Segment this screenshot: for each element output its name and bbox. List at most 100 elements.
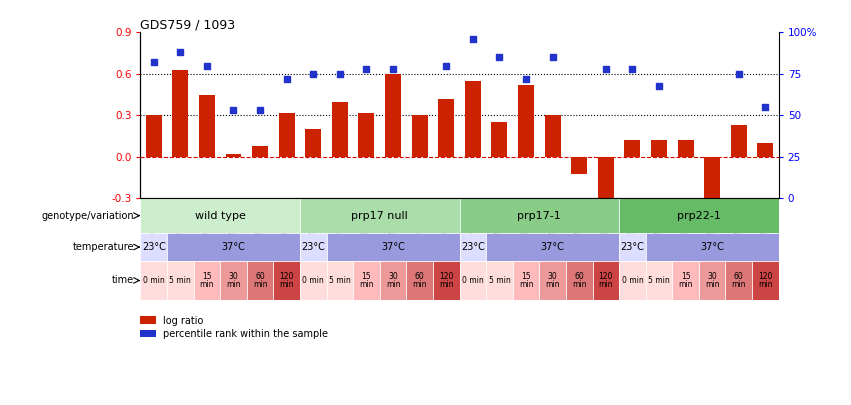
Text: 37°C: 37°C: [700, 242, 724, 252]
Bar: [492, 122, 507, 157]
Text: 60
min: 60 min: [572, 272, 586, 289]
Text: 37°C: 37°C: [540, 242, 564, 252]
Text: prp17-1: prp17-1: [517, 211, 561, 221]
Text: 120
min: 120 min: [758, 272, 773, 289]
Bar: [327, 233, 460, 261]
Text: time: time: [112, 275, 134, 286]
Bar: [300, 198, 460, 233]
Point: [493, 54, 506, 60]
Bar: [199, 95, 214, 157]
Text: temperature: temperature: [72, 242, 134, 252]
Point: [466, 36, 480, 42]
Bar: [597, 157, 614, 205]
Point: [254, 107, 267, 114]
Bar: [725, 261, 752, 300]
Text: 120
min: 120 min: [439, 272, 454, 289]
Text: 120
min: 120 min: [279, 272, 294, 289]
Bar: [172, 70, 188, 157]
Point: [758, 104, 772, 110]
Text: 15
min: 15 min: [359, 272, 374, 289]
Bar: [699, 261, 725, 300]
Point: [545, 54, 559, 60]
Point: [147, 59, 161, 66]
Text: 0 min: 0 min: [621, 276, 643, 285]
Text: wild type: wild type: [195, 211, 246, 221]
Text: 120
min: 120 min: [598, 272, 613, 289]
Bar: [252, 146, 268, 157]
Bar: [407, 261, 433, 300]
Text: 37°C: 37°C: [381, 242, 405, 252]
Bar: [460, 261, 486, 300]
Bar: [518, 85, 534, 157]
Text: 23°C: 23°C: [461, 242, 485, 252]
Text: 0 min: 0 min: [143, 276, 164, 285]
Bar: [619, 233, 646, 261]
Point: [386, 66, 400, 72]
Point: [519, 76, 533, 82]
Bar: [438, 99, 454, 157]
Bar: [412, 115, 427, 157]
Point: [625, 66, 639, 72]
Bar: [300, 261, 327, 300]
Bar: [332, 102, 348, 157]
Point: [652, 82, 665, 89]
Point: [200, 62, 214, 69]
Text: 23°C: 23°C: [301, 242, 325, 252]
Bar: [566, 261, 592, 300]
Text: prp22-1: prp22-1: [677, 211, 721, 221]
Bar: [167, 261, 194, 300]
Bar: [358, 113, 374, 157]
Point: [333, 70, 346, 77]
Point: [280, 76, 294, 82]
Bar: [625, 140, 641, 157]
Bar: [279, 113, 294, 157]
Point: [306, 70, 320, 77]
Bar: [140, 261, 167, 300]
Point: [732, 70, 745, 77]
Text: 5 min: 5 min: [329, 276, 351, 285]
Bar: [752, 261, 779, 300]
Bar: [540, 261, 566, 300]
Bar: [486, 233, 619, 261]
Bar: [140, 198, 300, 233]
Point: [360, 66, 374, 72]
Bar: [433, 261, 460, 300]
Text: percentile rank within the sample: percentile rank within the sample: [163, 329, 328, 339]
Text: genotype/variation: genotype/variation: [42, 211, 134, 221]
Text: GDS759 / 1093: GDS759 / 1093: [140, 18, 236, 31]
Bar: [194, 261, 220, 300]
Text: log ratio: log ratio: [163, 316, 203, 326]
Text: 30
min: 30 min: [705, 272, 719, 289]
Text: 0 min: 0 min: [462, 276, 483, 285]
Bar: [705, 157, 720, 202]
Point: [599, 66, 613, 72]
Bar: [646, 261, 672, 300]
Bar: [545, 115, 561, 157]
Bar: [385, 74, 401, 157]
Point: [174, 49, 187, 55]
Text: 5 min: 5 min: [169, 276, 191, 285]
Text: 15
min: 15 min: [200, 272, 214, 289]
Bar: [380, 261, 407, 300]
Bar: [619, 198, 779, 233]
Text: 37°C: 37°C: [221, 242, 245, 252]
Text: 0 min: 0 min: [302, 276, 324, 285]
Text: 23°C: 23°C: [620, 242, 644, 252]
Bar: [512, 261, 540, 300]
Text: 60
min: 60 min: [253, 272, 267, 289]
Bar: [651, 140, 667, 157]
Bar: [465, 81, 481, 157]
Bar: [646, 233, 779, 261]
Bar: [460, 233, 486, 261]
Text: 15
min: 15 min: [519, 272, 534, 289]
Bar: [167, 233, 300, 261]
Bar: [327, 261, 353, 300]
Bar: [140, 233, 167, 261]
Bar: [460, 198, 619, 233]
Bar: [672, 261, 699, 300]
Bar: [247, 261, 273, 300]
Text: 30
min: 30 min: [226, 272, 241, 289]
Bar: [220, 261, 247, 300]
Text: 5 min: 5 min: [488, 276, 511, 285]
Bar: [677, 140, 694, 157]
